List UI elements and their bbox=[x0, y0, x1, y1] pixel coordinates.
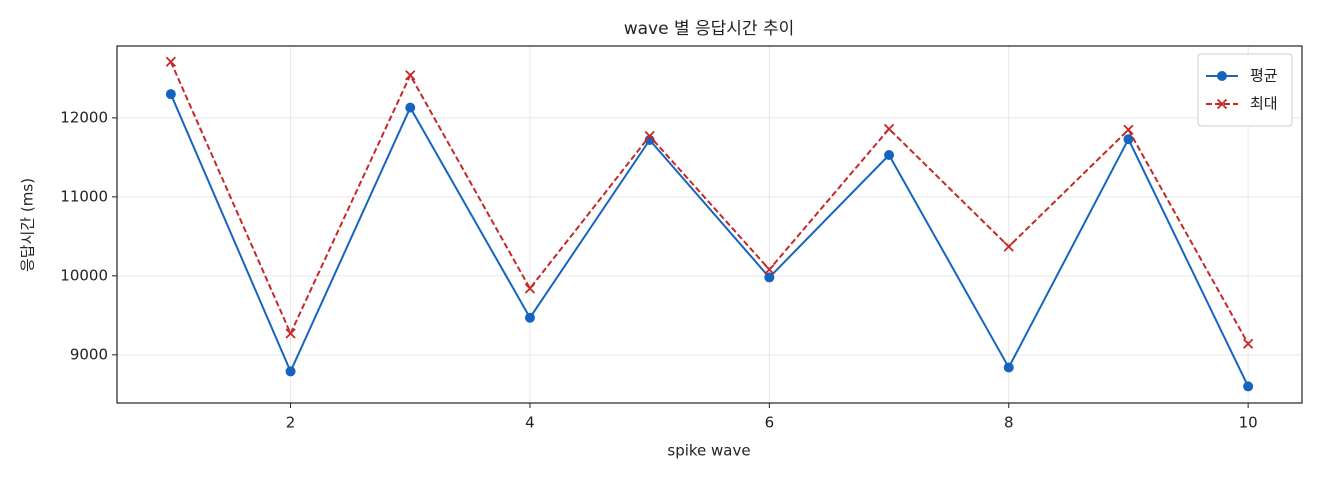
x-tick-label: 2 bbox=[286, 414, 296, 432]
x-tick-label: 6 bbox=[765, 414, 775, 432]
series-line bbox=[169, 93, 1250, 387]
marker bbox=[1243, 338, 1254, 349]
y-tick-label: 9000 bbox=[70, 345, 108, 363]
marker bbox=[285, 328, 296, 339]
x-tick-label: 4 bbox=[525, 414, 535, 432]
series-line bbox=[169, 61, 1250, 345]
marker bbox=[1243, 381, 1254, 392]
marker bbox=[165, 89, 176, 100]
marker bbox=[1003, 362, 1014, 373]
marker bbox=[644, 130, 655, 142]
marker bbox=[883, 123, 895, 135]
marker bbox=[405, 102, 416, 113]
marker bbox=[524, 283, 536, 294]
y-tick-label: 10000 bbox=[60, 266, 108, 284]
y-tick-label: 11000 bbox=[60, 187, 108, 205]
x-axis-label: spike wave bbox=[667, 442, 750, 460]
marker bbox=[524, 312, 535, 323]
marker bbox=[1123, 134, 1134, 145]
marker bbox=[405, 70, 416, 81]
marker bbox=[1217, 71, 1227, 81]
legend-frame bbox=[1197, 53, 1293, 127]
marker bbox=[1216, 98, 1228, 110]
marker bbox=[884, 149, 895, 160]
plot-frame bbox=[116, 45, 1303, 404]
marker bbox=[165, 56, 177, 67]
marker bbox=[764, 264, 775, 275]
x-tick-label: 8 bbox=[1004, 414, 1014, 432]
x-tick-label: 10 bbox=[1239, 414, 1258, 432]
chart-title: wave 별 응답시간 추이 bbox=[624, 19, 795, 39]
marker bbox=[285, 366, 296, 377]
marker bbox=[764, 272, 775, 283]
legend-label: 평균 bbox=[1250, 67, 1278, 85]
y-tick-label: 12000 bbox=[60, 108, 108, 126]
marker bbox=[1003, 241, 1014, 252]
y-axis-label: 응답시간 (ms) bbox=[19, 178, 37, 272]
legend-label: 최대 bbox=[1250, 95, 1278, 113]
marker bbox=[1123, 124, 1134, 135]
